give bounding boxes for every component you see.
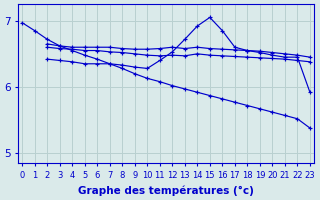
X-axis label: Graphe des températures (°c): Graphe des températures (°c) xyxy=(78,185,254,196)
